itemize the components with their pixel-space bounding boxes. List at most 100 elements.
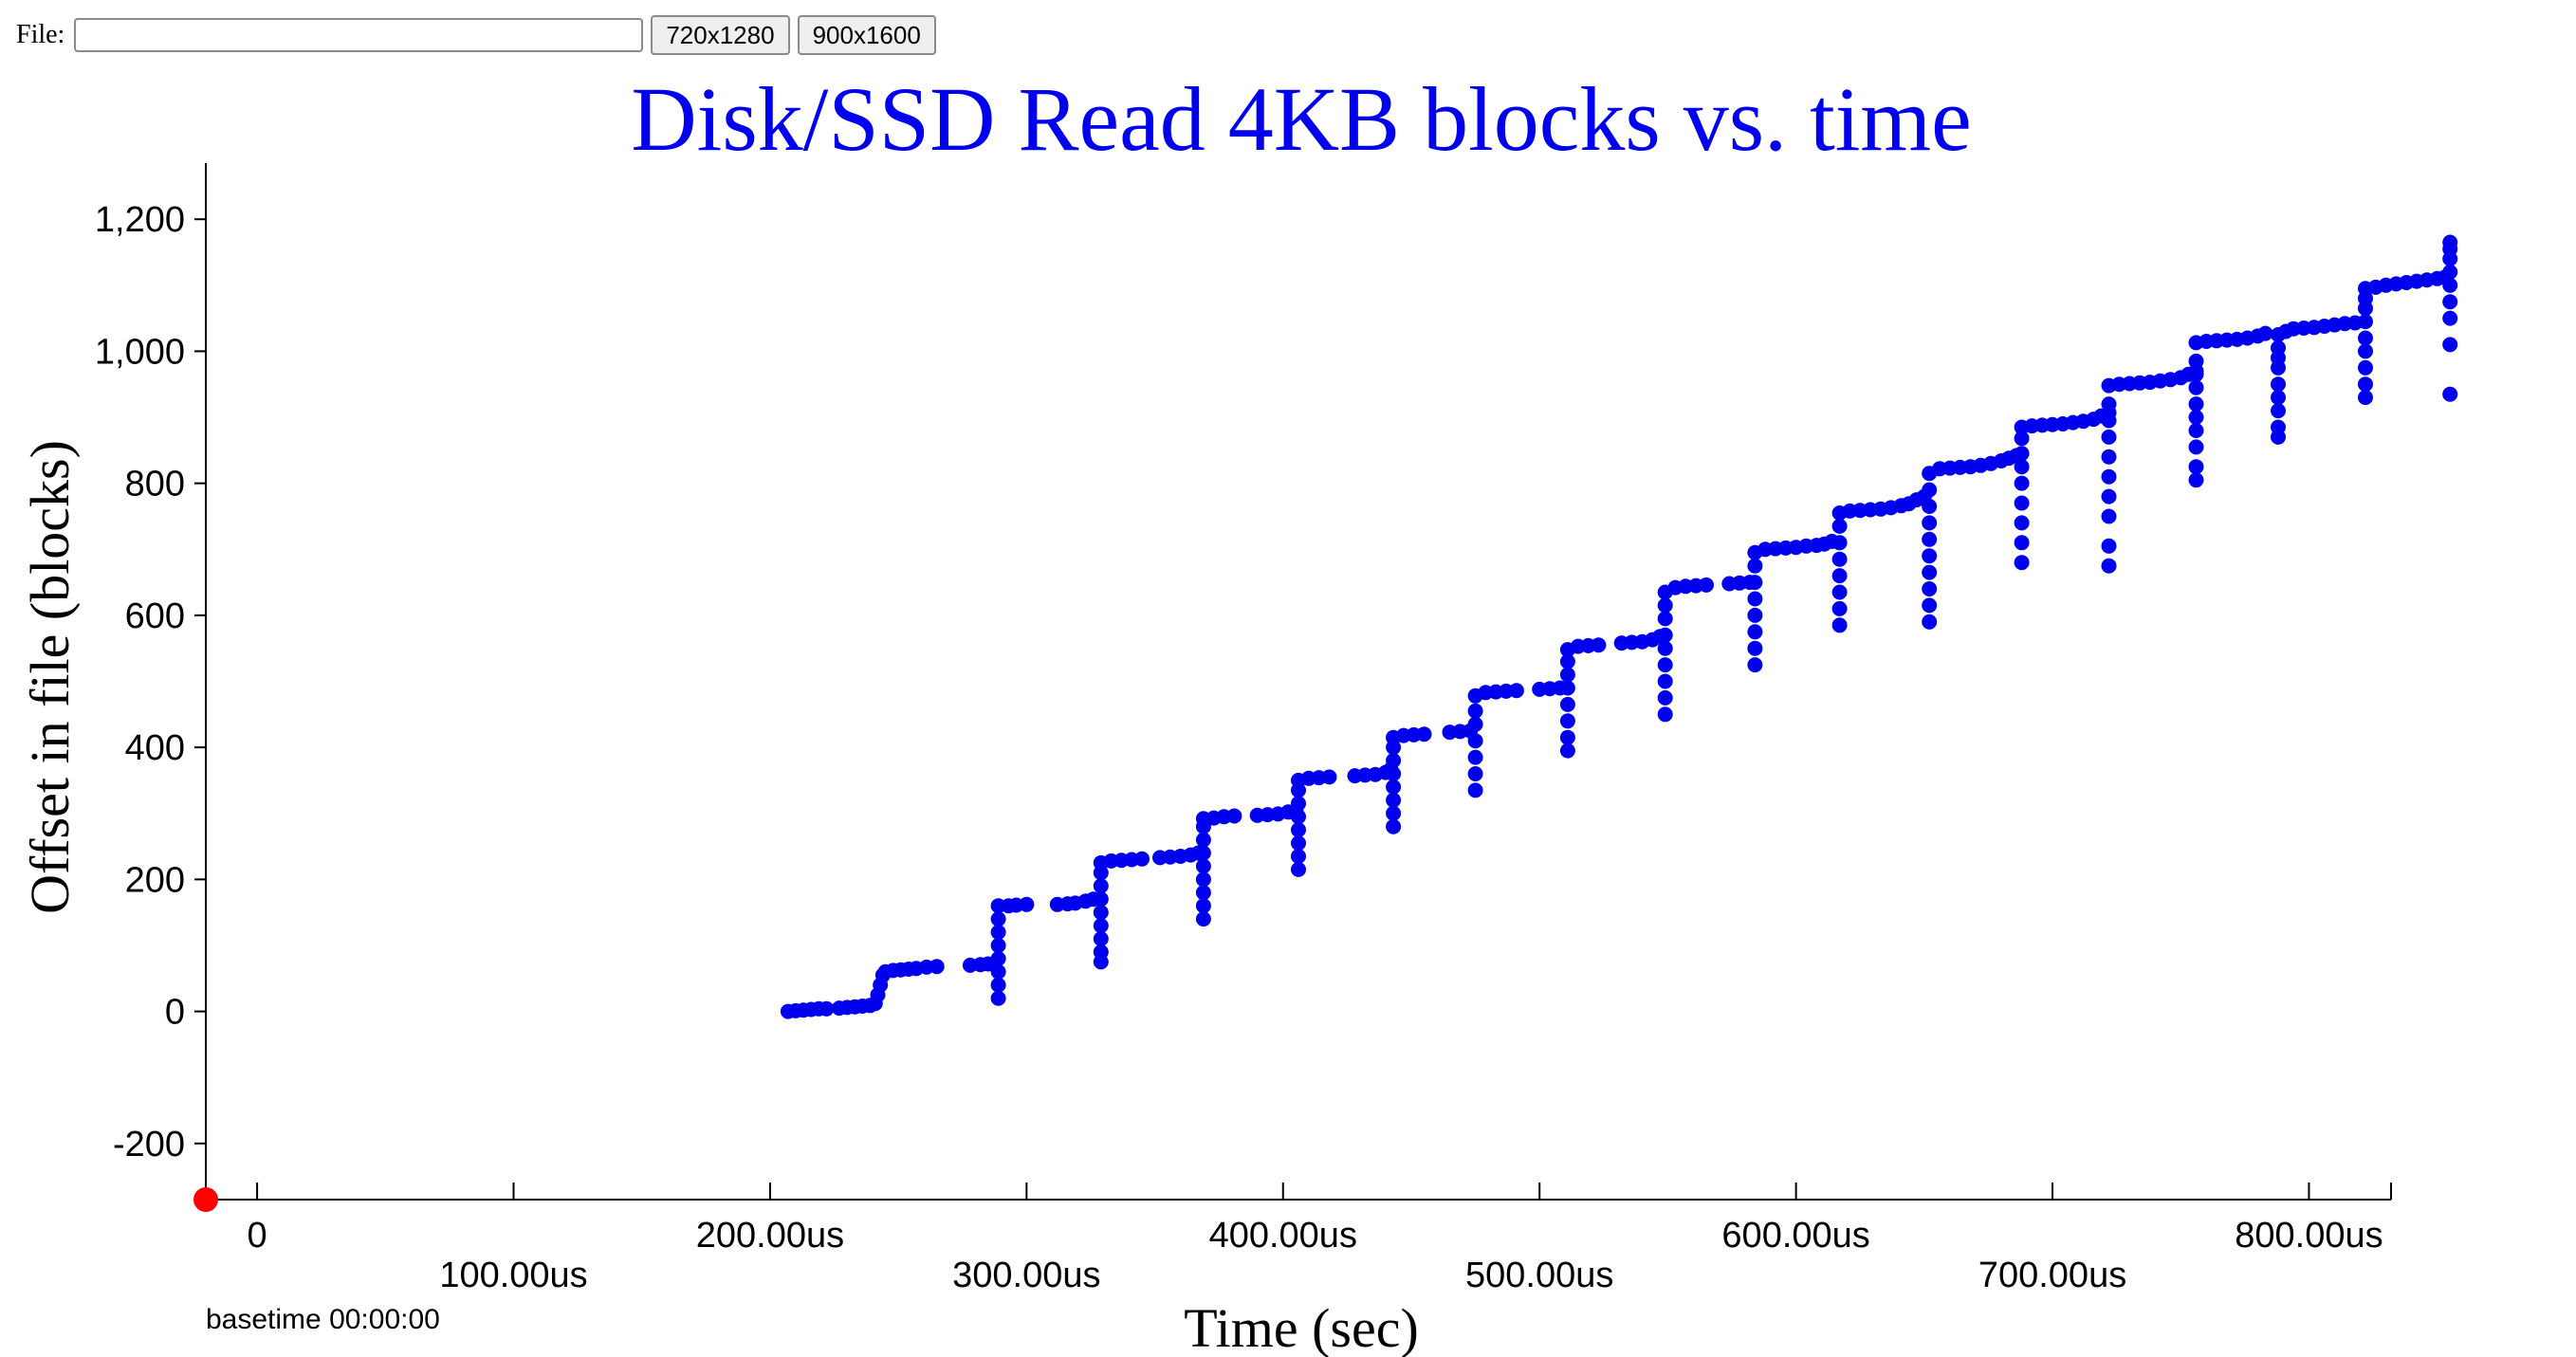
- file-input[interactable]: [74, 18, 644, 52]
- data-point: [2442, 277, 2458, 293]
- data-point: [1922, 515, 1938, 531]
- data-point: [1922, 597, 1938, 614]
- data-point: [2188, 439, 2204, 455]
- data-point: [1922, 499, 1938, 514]
- data-point: [1291, 822, 1306, 838]
- data-point: [929, 959, 945, 975]
- data-point: [1386, 779, 1402, 795]
- data-point: [1467, 703, 1483, 719]
- data-point: [1291, 861, 1306, 877]
- data-point: [2358, 343, 2373, 359]
- data-point: [1195, 898, 1211, 914]
- data-point: [2014, 475, 2030, 491]
- origin-marker[interactable]: [193, 1187, 218, 1212]
- data-point: [2014, 459, 2030, 475]
- data-point: [2271, 403, 2286, 419]
- toolbar: File: 720x1280 900x1600: [16, 13, 936, 57]
- data-point: [2271, 419, 2286, 435]
- data-point: [1321, 769, 1337, 785]
- data-point: [1291, 809, 1306, 825]
- data-point: [2101, 508, 2117, 524]
- data-point: [1195, 871, 1211, 888]
- data-point: [1093, 931, 1109, 946]
- data-point: [1657, 640, 1673, 656]
- chart-title: Disk/SSD Read 4KB blocks vs. time: [631, 68, 1971, 170]
- data-point: [1657, 597, 1673, 614]
- data-point: [1922, 614, 1938, 630]
- data-point: [1195, 845, 1211, 861]
- data-point: [1093, 944, 1109, 960]
- data-point: [1657, 689, 1673, 706]
- data-point: [2442, 337, 2458, 353]
- y-tick-label: 200: [125, 860, 185, 900]
- data-point: [1657, 706, 1673, 723]
- data-point: [1559, 680, 1575, 696]
- data-point: [2101, 429, 2117, 445]
- data-point: [1195, 885, 1211, 901]
- y-tick-label: 600: [125, 596, 185, 636]
- data-point: [2014, 431, 2030, 447]
- data-point: [2188, 366, 2204, 382]
- data-point: [1747, 640, 1763, 656]
- data-point: [2101, 396, 2117, 413]
- data-point: [2442, 310, 2458, 326]
- data-point: [2188, 459, 2204, 475]
- x-tick-label: 500.00us: [1465, 1256, 1613, 1295]
- data-point: [2257, 325, 2273, 341]
- data-point: [1467, 716, 1483, 732]
- x-tick-label: 100.00us: [439, 1256, 587, 1295]
- data-point: [1831, 617, 1848, 633]
- data-point: [2014, 515, 2030, 531]
- data-point: [2271, 376, 2286, 393]
- data-point: [2188, 379, 2204, 395]
- data-point: [1559, 729, 1575, 745]
- data-point: [1291, 835, 1306, 852]
- data-point: [2358, 359, 2373, 376]
- data-point: [2358, 376, 2373, 393]
- data-point: [2101, 413, 2117, 429]
- data-point: [1291, 849, 1306, 864]
- x-tick-label: 400.00us: [1209, 1216, 1357, 1256]
- x-tick-label: 800.00us: [2235, 1216, 2383, 1256]
- data-point: [1922, 564, 1938, 580]
- data-point: [1747, 575, 1763, 591]
- data-point: [2271, 390, 2286, 406]
- data-point: [2188, 410, 2204, 425]
- data-point: [1922, 548, 1938, 564]
- data-point: [1747, 558, 1763, 574]
- y-tick-label: 1,000: [95, 332, 185, 372]
- data-point: [1831, 535, 1848, 551]
- data-point: [2101, 468, 2117, 485]
- size-720x1280-button[interactable]: 720x1280: [651, 15, 790, 55]
- data-point: [1747, 624, 1763, 640]
- data-point: [1747, 607, 1763, 623]
- data-point: [990, 977, 1006, 993]
- data-point: [1559, 713, 1575, 729]
- data-point: [1657, 673, 1673, 689]
- data-point: [990, 938, 1006, 953]
- data-point: [2101, 558, 2117, 574]
- data-point: [1559, 653, 1575, 669]
- data-point: [1831, 568, 1848, 584]
- data-point: [2358, 314, 2373, 330]
- data-point: [1657, 627, 1673, 643]
- x-tick-label: 200.00us: [696, 1216, 844, 1256]
- data-point: [1093, 891, 1109, 908]
- data-point: [2188, 396, 2204, 413]
- data-point: [990, 950, 1006, 966]
- data-point: [1386, 805, 1402, 821]
- size-900x1600-button[interactable]: 900x1600: [797, 15, 936, 55]
- data-point: [1467, 733, 1483, 749]
- data-point: [1657, 611, 1673, 627]
- data-point: [2188, 472, 2204, 488]
- data-point: [1467, 782, 1483, 798]
- y-tick-label: 0: [165, 993, 185, 1033]
- x-tick-label: 300.00us: [952, 1256, 1100, 1295]
- data-point: [1093, 905, 1109, 921]
- data-point: [2442, 386, 2458, 402]
- marker-layer: [193, 1187, 218, 1212]
- data-point: [2358, 330, 2373, 346]
- data-point: [1699, 577, 1714, 593]
- data-point: [1386, 792, 1402, 808]
- data-point: [2442, 234, 2458, 250]
